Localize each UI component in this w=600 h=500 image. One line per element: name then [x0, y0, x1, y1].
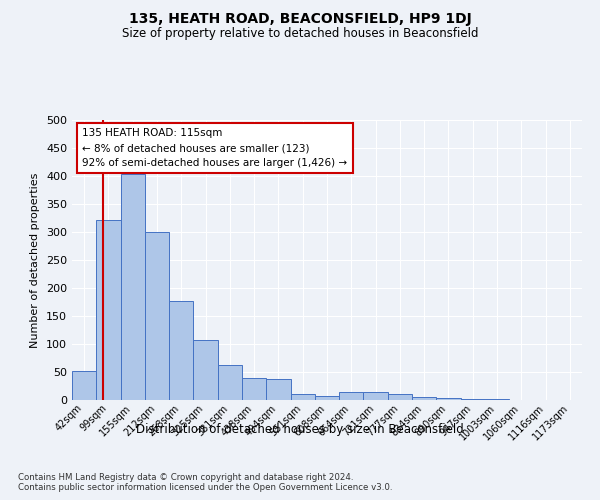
Bar — [339, 392, 364, 400]
Text: 135, HEATH ROAD, BEACONSFIELD, HP9 1DJ: 135, HEATH ROAD, BEACONSFIELD, HP9 1DJ — [128, 12, 472, 26]
Bar — [169, 302, 193, 400]
Text: 135 HEATH ROAD: 115sqm
← 8% of detached houses are smaller (123)
92% of semi-det: 135 HEATH ROAD: 115sqm ← 8% of detached … — [82, 128, 347, 168]
Bar — [242, 378, 266, 400]
Bar — [436, 398, 461, 400]
Bar — [364, 392, 388, 400]
Text: Distribution of detached houses by size in Beaconsfield: Distribution of detached houses by size … — [136, 422, 464, 436]
Bar — [388, 394, 412, 400]
Bar — [315, 396, 339, 400]
Y-axis label: Number of detached properties: Number of detached properties — [31, 172, 40, 348]
Bar — [412, 397, 436, 400]
Bar — [193, 340, 218, 400]
Bar — [72, 371, 96, 400]
Bar — [218, 364, 242, 400]
Bar — [266, 380, 290, 400]
Bar — [145, 232, 169, 400]
Bar — [96, 220, 121, 400]
Text: Size of property relative to detached houses in Beaconsfield: Size of property relative to detached ho… — [122, 28, 478, 40]
Bar — [121, 174, 145, 400]
Bar — [290, 394, 315, 400]
Text: Contains HM Land Registry data © Crown copyright and database right 2024.
Contai: Contains HM Land Registry data © Crown c… — [18, 472, 392, 492]
